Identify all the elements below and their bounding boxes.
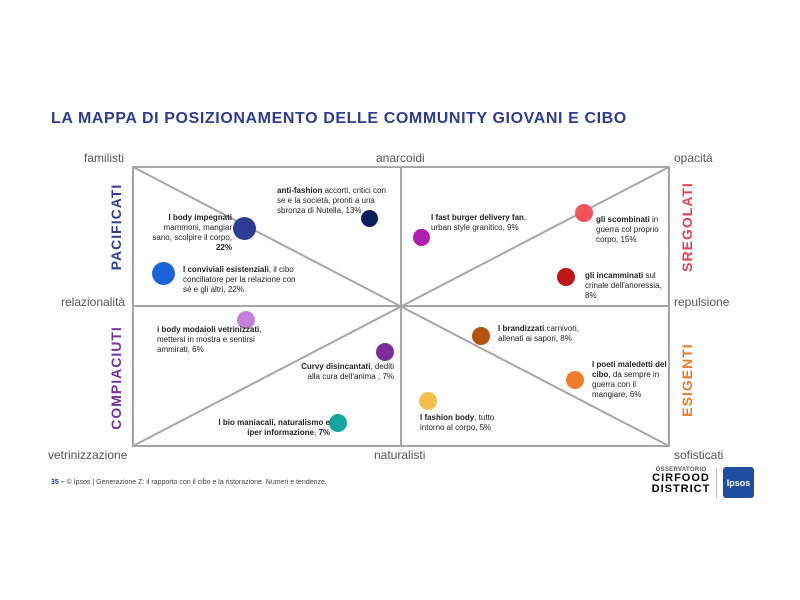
logo-district-text: DISTRICT: [651, 483, 711, 495]
community-name: I body impegnati: [168, 213, 232, 222]
community-name: I fashion body: [420, 413, 475, 422]
logo-cirfood-text: CIRFOOD: [652, 472, 710, 484]
community-label-scombinati: gli scombinati in guerra col proprio cor…: [596, 215, 668, 245]
community-label-anti-fashion: anti-fashion accorti, critici con se e l…: [277, 186, 389, 216]
quadrant-label-pacificati: PACIFICATI: [108, 183, 124, 271]
community-name: I fast burger delivery fan: [431, 213, 524, 222]
quadrant-label-sregolati: SREGOLATI: [679, 182, 695, 272]
community-label-fashion-body: I fashion body, tutto intorno al corpo, …: [420, 413, 520, 433]
community-pct: 7%: [382, 372, 394, 381]
community-desc: carnivori, allenati ai sapori,: [498, 324, 579, 343]
community-dot-incamminati: [557, 268, 575, 286]
community-desc: in guerra col proprio corpo,: [596, 215, 659, 244]
axis-label-anarcoidi: anarcoidi: [376, 151, 425, 165]
community-desc: sul crinale dell'anoressia,: [585, 271, 662, 290]
community-label-curvy-disincantati: Curvy disincantati, dediti alla cura del…: [300, 362, 394, 382]
community-dot-body-impegnati: [233, 217, 256, 240]
community-name: anti-fashion: [277, 186, 323, 195]
community-name: Curvy disincantati: [301, 362, 371, 371]
community-name: I bio maniacali, naturalismo e iper info…: [218, 418, 330, 437]
axis-label-vetrinizzazione: vetrinizzazione: [48, 448, 128, 462]
community-pct: 6%: [192, 345, 204, 354]
axis-label-repulsione: repulsione: [674, 295, 730, 309]
community-pct: 6%: [629, 390, 642, 399]
community-pct: 15%: [620, 235, 637, 244]
community-label-conviviali-esistenziali: I conviviali esistenziali, il cibo conci…: [183, 265, 303, 295]
logo-divider: [716, 468, 717, 498]
axis-label-sofisticati: sofisticati: [674, 448, 724, 462]
community-label-incamminati: gli incamminati sul crinale dell'anoress…: [585, 271, 665, 301]
axis-label-naturalisti: naturalisti: [374, 448, 426, 462]
community-desc: ,: [313, 428, 317, 437]
community-dot-brandizzati: [472, 327, 490, 345]
osservatorio-cirfood-logo: OSSERVATORIO CIRFOOD DISTRICT: [650, 467, 712, 495]
community-name: I poeti maledetti del cibo: [592, 360, 667, 379]
community-dot-bio-maniacali: [329, 414, 347, 432]
community-label-brandizzati: I brandizzati carnivori, allenati ai sap…: [498, 324, 588, 344]
community-name: I brandizzati: [498, 324, 545, 333]
community-label-poeti-maledetti: I poeti maledetti del cibo, da sempre in…: [592, 360, 670, 400]
community-desc: , tutto intorno al corpo,: [420, 413, 495, 432]
footer-text: © Ipsos | Generazione Z: il rapporto con…: [66, 479, 327, 486]
community-label-body-modaioli: i body modaioli vetrinizzati, mettersi i…: [157, 325, 265, 355]
community-desc: accorti, critici con se e la società, pr…: [277, 186, 386, 215]
community-pct: 8%: [585, 291, 597, 300]
quadrant-label-esigenti: ESIGENTI: [679, 343, 695, 417]
axis-label-familisti: familisti: [84, 151, 125, 165]
community-pct: 7%: [318, 428, 330, 437]
footer: 35 – © Ipsos | Generazione Z: il rapport…: [51, 479, 327, 486]
community-desc: mammoni, mangiar sano, scolpire il corpo…: [152, 223, 232, 242]
community-name: gli incamminati: [585, 271, 644, 280]
community-desc: , dediti alla cura dell'anima ,: [307, 362, 394, 381]
community-dot-scombinati: [575, 204, 593, 222]
quadrant-label-compiaciuti: COMPIACIUTI: [108, 326, 124, 430]
community-desc: , mettersi in mostra e sentirsi ammirati…: [157, 325, 262, 354]
community-pct: 22%: [227, 285, 244, 294]
community-pct: 8%: [560, 334, 572, 343]
community-pct: 22%: [215, 243, 232, 252]
community-dot-conviviali-esistenziali: [152, 262, 175, 285]
page-title: LA MAPPA DI POSIZIONAMENTO DELLE COMMUNI…: [51, 110, 627, 127]
axis-label-relazionalita: relazionalità: [61, 295, 126, 309]
community-desc: , urban style granitico,: [431, 213, 527, 232]
community-name: I conviviali esistenziali: [183, 265, 269, 274]
community-name: gli scombinati: [596, 215, 650, 224]
community-dot-fast-burger: [413, 229, 430, 246]
community-label-bio-maniacali: I bio maniacali, naturalismo e iper info…: [212, 418, 330, 438]
community-name: i body modaioli vetrinizzati: [157, 325, 260, 334]
community-pct: 13%: [345, 206, 362, 215]
community-desc: , il cibo conciliatore per la relazione …: [183, 265, 296, 294]
community-desc: , da sempre in guerra con il mangiare,: [592, 370, 660, 399]
community-dot-body-modaioli: [237, 311, 255, 329]
axis-label-opacita: opacità: [674, 151, 713, 165]
community-dot-anti-fashion: [361, 210, 378, 227]
community-label-fast-burger: I fast burger delivery fan, urban style …: [431, 213, 546, 233]
community-pct: 9%: [507, 223, 519, 232]
community-pct: 5%: [479, 423, 492, 432]
community-dot-fashion-body: [419, 392, 437, 410]
page-number: 35 –: [51, 479, 65, 486]
community-dot-poeti-maledetti: [566, 371, 584, 389]
community-dot-curvy-disincantati: [376, 343, 394, 361]
logo-osservatorio-text: OSSERVATORIO: [655, 467, 707, 473]
community-label-body-impegnati: I body impegnati mammoni, mangiar sano, …: [148, 213, 232, 253]
ipsos-logo: Ipsos: [723, 467, 754, 498]
